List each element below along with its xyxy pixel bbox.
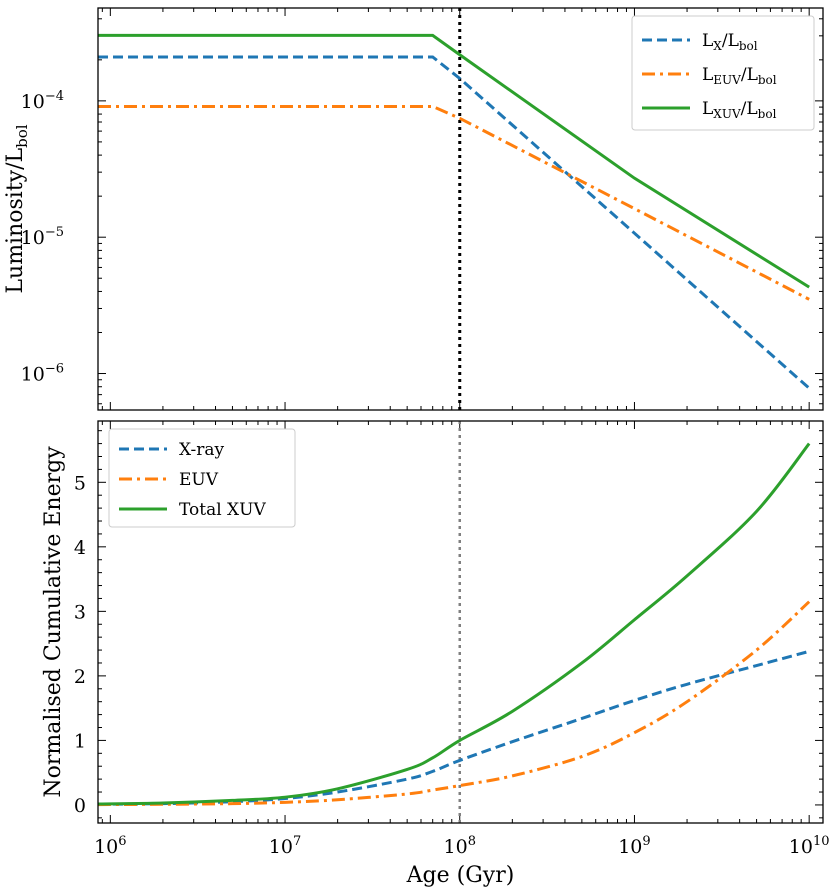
- y-axis-label-sub: bol: [13, 124, 31, 148]
- y-tick-label-exp: −4: [45, 89, 64, 104]
- legend-label-sep: /L: [741, 65, 758, 85]
- y-tick-label-base: 10: [21, 91, 45, 113]
- y-tick-label-exp: −5: [45, 225, 64, 240]
- x-tick-label-base: 10: [618, 836, 642, 858]
- legend-label-main: L: [702, 31, 713, 51]
- x-tick-label-exp: 7: [293, 834, 301, 849]
- series-line-euv: [98, 600, 811, 807]
- legend-label-sub2: bol: [758, 73, 777, 87]
- y-tick-label: 10−6: [21, 362, 64, 386]
- x-tick-label: 106: [94, 834, 126, 858]
- legend-label-sub: X: [713, 39, 722, 53]
- x-tick-label-base: 10: [444, 836, 468, 858]
- x-axis-label: Age (Gyr): [406, 863, 515, 888]
- y-tick-label: 10−5: [21, 225, 64, 249]
- luminosity-panel: 10−610−510−4LX/LbolLEUV/LbolLXUV/LbolLum…: [3, 7, 824, 411]
- legend: X-ray EUV Total XUV: [108, 428, 296, 528]
- series-line-lx-lbol: [98, 55, 811, 390]
- legend-label: EUV: [179, 470, 219, 490]
- legend-box: [631, 15, 815, 131]
- y-tick-label: 4: [74, 537, 86, 559]
- legend-box: [108, 428, 296, 528]
- y-axis-label: Luminosity/Lbol: [3, 124, 31, 293]
- series-line-total-xuv: [98, 442, 811, 806]
- legend-label: X-ray: [179, 440, 225, 460]
- y-tick-label: 5: [74, 472, 86, 494]
- y-tick-label: 2: [74, 666, 86, 688]
- x-tick-label: 107: [269, 834, 301, 858]
- y-tick-label-base: 10: [21, 227, 45, 249]
- axes-frame: [97, 7, 824, 411]
- legend-label: LEUV/Lbol: [702, 65, 777, 87]
- x-tick-label-base: 10: [789, 836, 813, 858]
- x-tick-label-exp: 6: [118, 834, 126, 849]
- series-line-leuv-lbol: [98, 104, 810, 301]
- x-tick-label-base: 10: [269, 836, 293, 858]
- series-line-x-ray: [98, 649, 810, 806]
- series-line-lxuv-lbol: [98, 33, 810, 289]
- y-tick-label-exp: −6: [45, 362, 64, 377]
- y-tick-label: 3: [74, 601, 86, 623]
- x-tick-label-exp: 10: [813, 834, 830, 849]
- legend-label-sub2: bol: [739, 39, 758, 53]
- x-tick-label: 109: [618, 834, 650, 858]
- legend-label-sep: /L: [741, 99, 758, 119]
- legend-label: Total XUV: [179, 500, 266, 520]
- legend-label: LX/Lbol: [702, 31, 758, 53]
- y-tick-label: 0: [74, 795, 86, 817]
- y-tick-label: 10−4: [21, 89, 64, 113]
- y-tick-label: 1: [74, 730, 86, 752]
- x-tick-label-exp: 9: [642, 834, 650, 849]
- x-tick-label-base: 10: [94, 836, 118, 858]
- legend-label-sub: EUV: [713, 73, 741, 87]
- legend-label-main: L: [702, 65, 713, 85]
- legend-label-sub: XUV: [713, 107, 741, 121]
- legend-label-sub2: bol: [758, 107, 777, 121]
- legend-label-sep: /L: [722, 31, 739, 51]
- legend-label-main: L: [702, 99, 713, 119]
- x-tick-label-exp: 8: [468, 834, 476, 849]
- x-tick-label: 1010: [789, 834, 830, 858]
- y-axis-label-main: Luminosity/L: [3, 147, 28, 293]
- y-axis-label: Normalised Cumulative Energy: [41, 446, 66, 798]
- axes-frame: [97, 420, 824, 824]
- legend-label: LXUV/Lbol: [702, 99, 777, 121]
- y-tick-label-base: 10: [21, 364, 45, 386]
- x-tick-label: 108: [444, 834, 476, 858]
